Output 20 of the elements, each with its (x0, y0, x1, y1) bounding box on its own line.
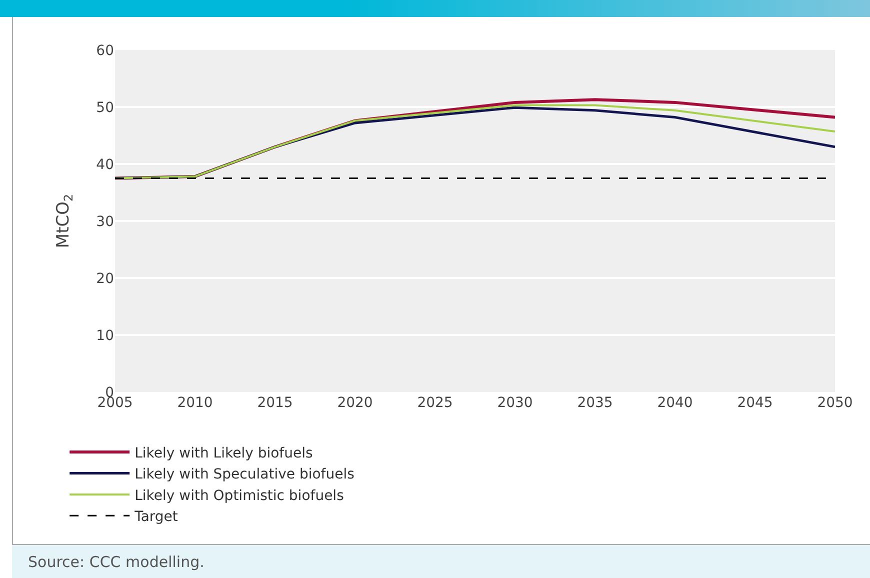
x-tick-label: 2050 (817, 395, 853, 411)
x-tick-label: 2045 (737, 395, 773, 411)
legend-label: Target (134, 509, 178, 526)
y-tick-label: 10 (96, 328, 114, 344)
x-tick-label: 2025 (417, 395, 453, 411)
y-tick-label: 60 (96, 42, 114, 59)
y-tick-label: 20 (96, 270, 114, 287)
x-tick-label: 2015 (257, 395, 293, 411)
y-tick-label: 40 (96, 156, 114, 173)
legend-label: Likely with Optimistic biofuels (134, 488, 344, 504)
source-note: Source: CCC modelling. (12, 544, 870, 578)
x-tick-label: 2040 (657, 395, 693, 411)
y-tick-label: 30 (96, 214, 114, 230)
x-tick-label: 2010 (177, 395, 213, 411)
legend-label: Likely with Speculative biofuels (134, 466, 354, 483)
y-tick-label: 50 (96, 100, 114, 116)
x-tick-label: 2020 (337, 395, 373, 411)
legend-label: Likely with Likely biofuels (134, 446, 313, 462)
x-tick-label: 2030 (497, 395, 533, 411)
x-tick-label: 2035 (577, 395, 613, 411)
